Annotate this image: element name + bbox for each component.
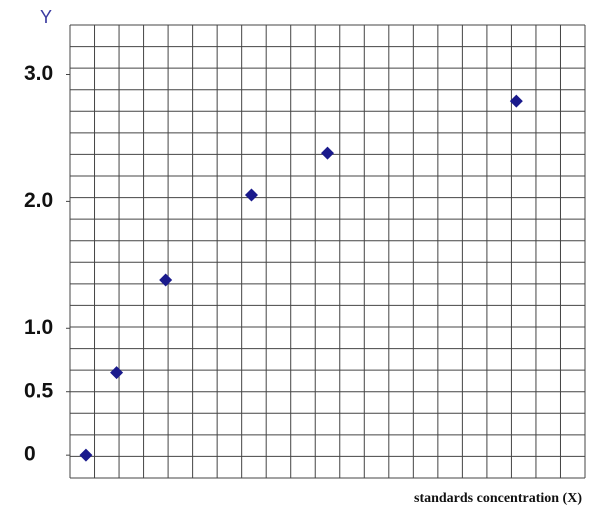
point bbox=[244, 188, 258, 202]
y-tick-label: 3.0 bbox=[24, 62, 53, 85]
y-tick-label: 1.0 bbox=[24, 316, 53, 339]
point bbox=[509, 94, 523, 108]
y-axis-label: Y bbox=[40, 7, 52, 27]
point bbox=[159, 273, 173, 287]
x-axis-label: standards concentration (X) bbox=[414, 491, 582, 506]
y-tick-label: 0 bbox=[24, 443, 36, 466]
point bbox=[321, 146, 334, 160]
y-tick-label: 2.0 bbox=[24, 189, 53, 212]
y-tick-label: 0.5 bbox=[24, 379, 54, 402]
point bbox=[79, 448, 93, 462]
point bbox=[110, 366, 124, 380]
